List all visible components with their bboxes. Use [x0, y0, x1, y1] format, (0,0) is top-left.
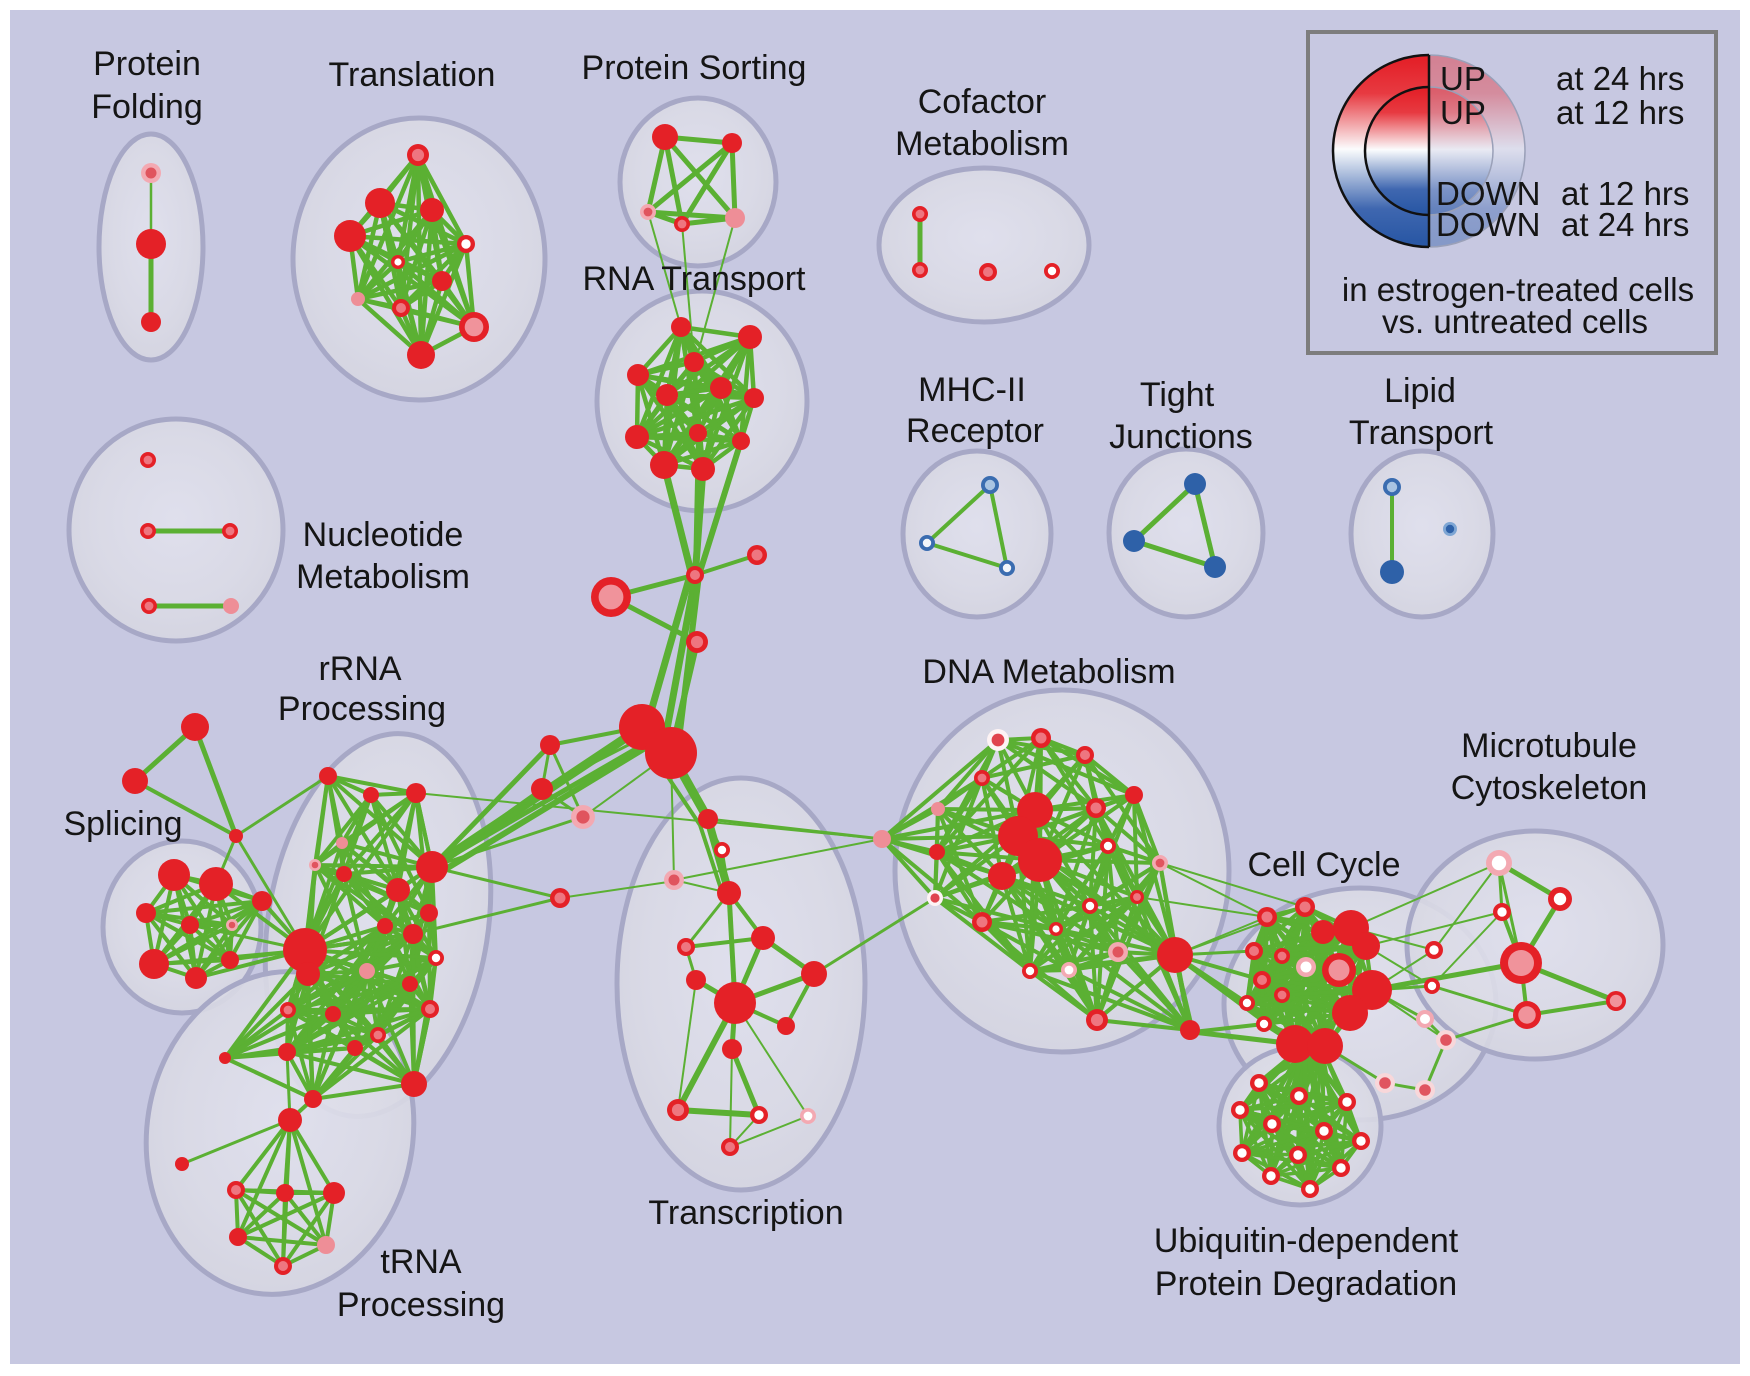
svg-text:Transcription: Transcription	[648, 1194, 843, 1232]
svg-text:at 12 hrs: at 12 hrs	[1561, 175, 1689, 212]
svg-text:tRNA: tRNA	[380, 1243, 462, 1281]
svg-text:MHC-II: MHC-II	[918, 371, 1026, 409]
svg-text:Lipid: Lipid	[1384, 372, 1456, 410]
svg-text:Receptor: Receptor	[906, 412, 1044, 450]
svg-text:Cell Cycle: Cell Cycle	[1247, 846, 1400, 884]
svg-text:DOWN: DOWN	[1436, 206, 1540, 243]
svg-text:Processing: Processing	[337, 1286, 505, 1324]
svg-text:UP: UP	[1440, 94, 1486, 131]
svg-text:Microtubule: Microtubule	[1461, 727, 1637, 765]
svg-text:DOWN: DOWN	[1436, 175, 1540, 212]
svg-text:Nucleotide: Nucleotide	[303, 516, 464, 554]
svg-text:vs. untreated cells: vs. untreated cells	[1382, 303, 1648, 340]
svg-text:DNA Metabolism: DNA Metabolism	[922, 653, 1175, 691]
svg-text:RNA Transport: RNA Transport	[583, 260, 807, 298]
svg-text:Splicing: Splicing	[63, 805, 182, 843]
svg-text:UP: UP	[1440, 60, 1486, 97]
svg-text:at 24 hrs: at 24 hrs	[1561, 206, 1689, 243]
svg-text:Folding: Folding	[91, 88, 203, 126]
svg-text:Translation: Translation	[329, 56, 496, 94]
svg-text:Processing: Processing	[278, 690, 446, 728]
svg-text:Cytoskeleton: Cytoskeleton	[1451, 769, 1648, 807]
svg-text:Protein Degradation: Protein Degradation	[1155, 1265, 1457, 1303]
svg-text:in estrogen-treated cells: in estrogen-treated cells	[1342, 271, 1694, 308]
svg-text:at 12 hrs: at 12 hrs	[1556, 94, 1684, 131]
svg-text:rRNA: rRNA	[318, 650, 401, 688]
svg-text:Transport: Transport	[1349, 414, 1494, 452]
svg-text:Metabolism: Metabolism	[296, 558, 470, 596]
svg-text:Tight: Tight	[1140, 376, 1215, 414]
svg-text:Junctions: Junctions	[1109, 418, 1253, 456]
svg-text:Protein: Protein	[93, 45, 201, 83]
svg-text:at 24 hrs: at 24 hrs	[1556, 60, 1684, 97]
svg-text:Protein Sorting: Protein Sorting	[582, 49, 807, 87]
svg-text:Cofactor: Cofactor	[918, 83, 1047, 121]
svg-text:Metabolism: Metabolism	[895, 125, 1069, 163]
svg-text:Ubiquitin-dependent: Ubiquitin-dependent	[1154, 1222, 1459, 1260]
